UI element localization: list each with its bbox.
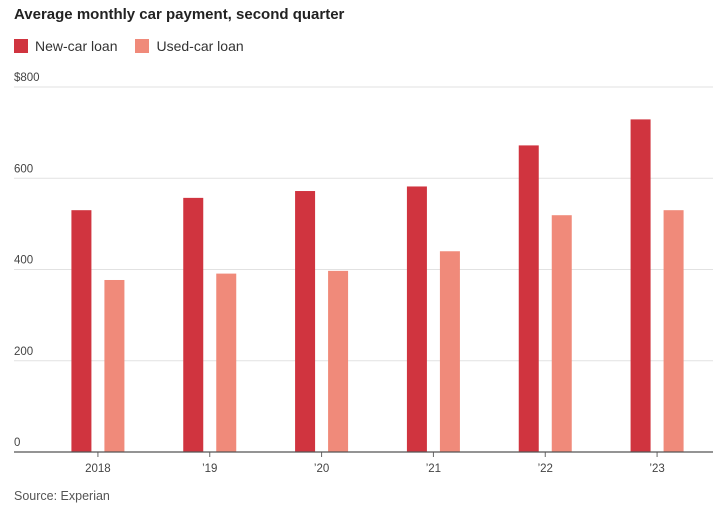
x-tick-label: ’19	[202, 463, 217, 475]
bar-used-car	[551, 215, 572, 452]
bar-new-car	[406, 186, 427, 452]
y-tick-label: $800	[14, 72, 40, 84]
legend-item-used-car: Used-car loan	[135, 38, 244, 54]
bar-new-car	[71, 210, 92, 452]
bar-used-car	[328, 270, 349, 452]
bar-used-car	[216, 273, 237, 452]
x-tick-label: 2018	[85, 463, 111, 475]
legend-label-new-car: New-car loan	[35, 38, 118, 54]
legend: New-car loan Used-car loan	[14, 38, 244, 54]
y-tick-label: 200	[14, 346, 33, 358]
bar-new-car	[295, 191, 316, 452]
source-note: Source: Experian	[14, 489, 110, 503]
bar-used-car	[663, 210, 684, 452]
bar-used-car	[439, 251, 460, 452]
x-tick-label: ’21	[426, 463, 441, 475]
x-tick-label: ’23	[649, 463, 664, 475]
bar-new-car	[518, 145, 539, 452]
legend-swatch-new-car	[14, 39, 28, 53]
bar-used-car	[104, 279, 125, 452]
y-tick-label: 400	[14, 255, 33, 267]
x-tick-label: ’20	[314, 463, 329, 475]
legend-label-used-car: Used-car loan	[156, 38, 244, 54]
bar-new-car	[183, 197, 204, 452]
bar-new-car	[630, 119, 651, 453]
chart-title: Average monthly car payment, second quar…	[14, 6, 345, 23]
legend-item-new-car: New-car loan	[14, 38, 117, 54]
y-tick-label: 600	[14, 163, 33, 175]
x-tick-label: ’22	[538, 463, 553, 475]
legend-swatch-used-car	[135, 39, 150, 53]
y-tick-label: 0	[14, 437, 20, 449]
